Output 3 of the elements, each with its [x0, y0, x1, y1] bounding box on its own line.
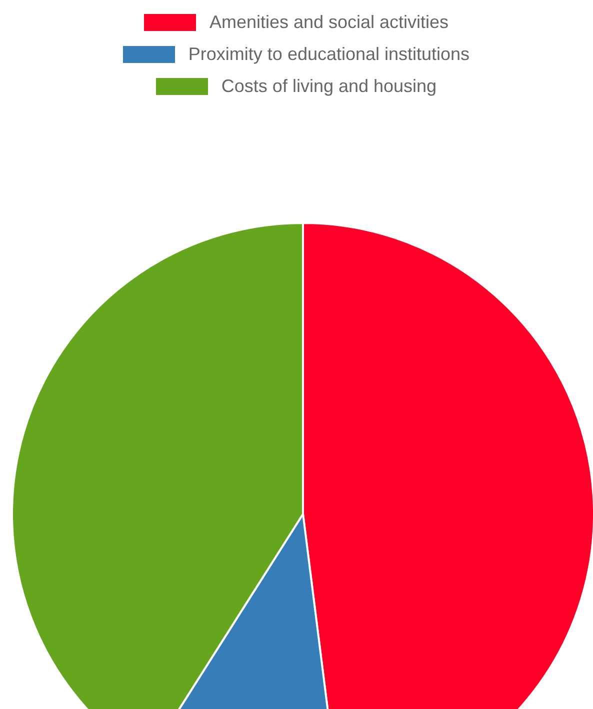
legend-label: Costs of living and housing	[221, 76, 437, 96]
legend-label: Amenities and social activities	[209, 12, 449, 32]
legend-label: Proximity to educational institutions	[188, 44, 470, 64]
